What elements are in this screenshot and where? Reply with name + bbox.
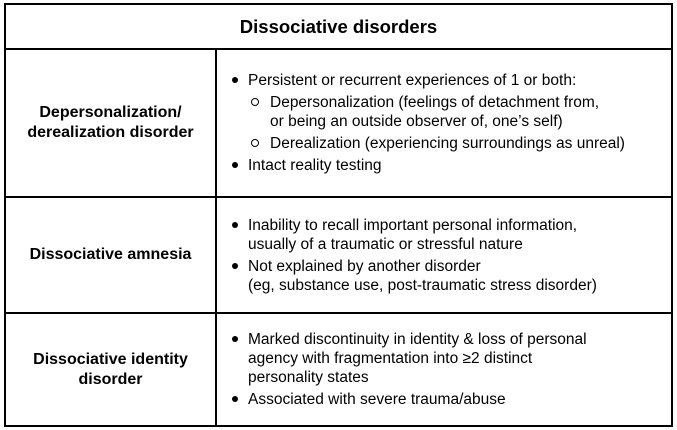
bullet-item: Associated with severe trauma/abuse	[229, 390, 661, 409]
sub-bullet-item: Depersonalization (feelings of detachmen…	[248, 93, 661, 131]
bullet-text-line: (eg, substance use, post-traumatic stres…	[248, 276, 597, 294]
sub-bullet-text: Derealization (experiencing surroundings…	[270, 135, 625, 152]
bullet-text-line: usually of a traumatic or stressful natu…	[248, 235, 523, 253]
sub-bullet-text-line: or being an outside observer of, one’s s…	[270, 113, 563, 130]
bullet-text-line: personality states	[248, 369, 369, 386]
bullet-list: Persistent or recurrent experiences of 1…	[229, 68, 661, 178]
sub-bullet-list: Depersonalization (feelings of detachmen…	[248, 93, 661, 153]
table-row-amnesia: Dissociative amnesia Inability to recall…	[6, 198, 671, 314]
bullet-item: Intact reality testing	[229, 156, 661, 175]
bullet-list: Marked discontinuity in identity & loss …	[229, 327, 661, 412]
bullet-item: Not explained by another disorder (eg, s…	[229, 257, 661, 295]
row-label-depersonalization: Depersonalization/ derealization disorde…	[6, 50, 217, 196]
bullet-text-line: Not explained by another disorder	[248, 257, 481, 275]
row-label-line: disorder	[78, 370, 143, 388]
bullet-list: Inability to recall important personal i…	[229, 213, 661, 298]
dissociative-disorders-table: Dissociative disorders Depersonalization…	[4, 3, 673, 427]
row-label-line: Depersonalization/	[39, 104, 182, 121]
row-label-identity: Dissociative identity disorder	[6, 314, 217, 425]
sub-bullet-text-line: Depersonalization (feelings of detachmen…	[270, 94, 600, 111]
bullet-item: Marked discontinuity in identity & loss …	[229, 330, 661, 387]
bullet-text: Intact reality testing	[248, 157, 382, 174]
sub-bullet-item: Derealization (experiencing surroundings…	[248, 134, 661, 153]
row-content-depersonalization: Persistent or recurrent experiences of 1…	[217, 50, 671, 196]
row-label-text: Dissociative amnesia	[29, 246, 192, 263]
row-content-identity: Marked discontinuity in identity & loss …	[217, 314, 671, 425]
bullet-text-line: Inability to recall important personal i…	[248, 216, 578, 234]
bullet-text: Persistent or recurrent experiences of 1…	[248, 72, 577, 89]
bullet-item: Persistent or recurrent experiences of 1…	[229, 71, 661, 153]
row-label-amnesia: Dissociative amnesia	[6, 198, 217, 312]
table-row-depersonalization: Depersonalization/ derealization disorde…	[6, 50, 671, 198]
row-label-line: Dissociative identity	[33, 350, 188, 368]
table-row-identity: Dissociative identity disorder Marked di…	[6, 314, 671, 425]
table-title: Dissociative disorders	[6, 5, 671, 50]
bullet-text-line: Marked discontinuity in identity & loss …	[248, 331, 587, 348]
row-label-line: derealization disorder	[27, 124, 194, 141]
row-content-amnesia: Inability to recall important personal i…	[217, 198, 671, 312]
bullet-item: Inability to recall important personal i…	[229, 216, 661, 254]
bullet-text: Associated with severe trauma/abuse	[248, 391, 506, 408]
bullet-text-line: agency with fragmentation into ≥2 distin…	[248, 350, 533, 367]
